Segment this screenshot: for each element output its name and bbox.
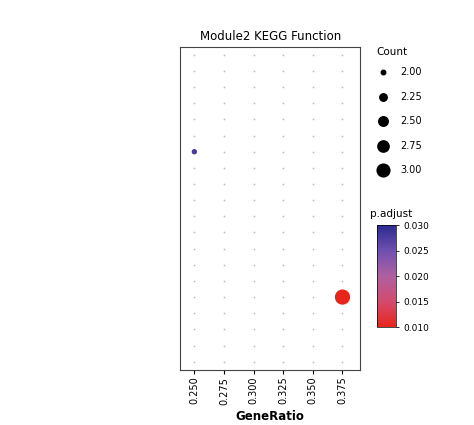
Text: Count: Count (377, 47, 408, 57)
Title: Module2 KEGG Function: Module2 KEGG Function (200, 30, 341, 43)
Point (380, 167, 387, 174)
Point (380, 94, 387, 100)
Text: 2.25: 2.25 (401, 92, 422, 102)
Point (380, 118, 387, 125)
Text: 2.00: 2.00 (401, 68, 422, 77)
Point (380, 69, 387, 76)
Point (338, 294, 346, 300)
Text: 3.00: 3.00 (401, 165, 422, 176)
Text: 2.50: 2.50 (401, 116, 422, 126)
Point (380, 142, 387, 149)
Point (191, 148, 198, 155)
X-axis label: GeneRatio: GeneRatio (236, 410, 305, 423)
Text: 2.75: 2.75 (401, 141, 422, 151)
Text: p.adjust: p.adjust (370, 209, 412, 219)
